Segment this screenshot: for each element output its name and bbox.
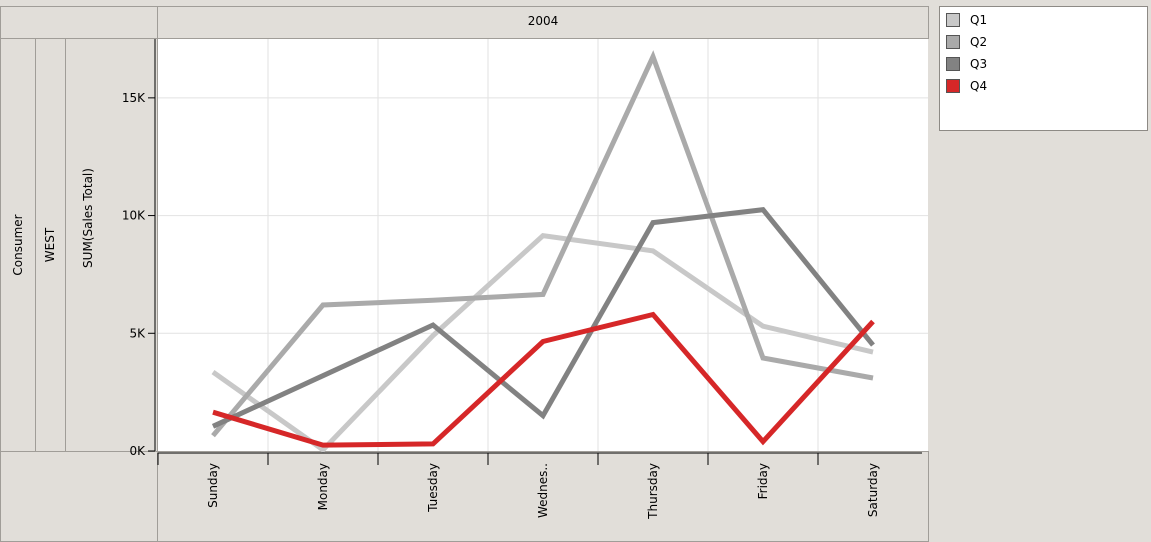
- y-tick-label: 0K: [129, 444, 146, 458]
- column-header-label: 2004: [527, 14, 559, 28]
- x-axis-panel: [157, 451, 929, 542]
- column-header-2004: 2004: [157, 6, 929, 39]
- x-tick-label: Wednes..: [536, 463, 550, 518]
- legend-item-q3[interactable]: Q3: [946, 55, 987, 73]
- x-tick-label: Saturday: [866, 463, 880, 517]
- x-tick-label: Sunday: [206, 463, 220, 508]
- series-line-q4: [212, 311, 875, 448]
- plot-area: [158, 39, 928, 451]
- bottom-left-header-cell: [0, 451, 158, 542]
- y-tick-label: 5K: [129, 326, 146, 340]
- top-left-header-cell: [0, 6, 158, 39]
- legend-label-q1: Q1: [970, 13, 988, 27]
- legend-item-q1[interactable]: Q1: [946, 11, 987, 29]
- series-line-q3: [211, 207, 875, 429]
- legend-label-q3: Q3: [970, 57, 988, 71]
- legend-label-q2: Q2: [970, 35, 988, 49]
- legend-item-q4[interactable]: Q4: [946, 77, 987, 95]
- legend-swatch-q2: [946, 35, 960, 49]
- x-tick-label: Thursday: [646, 463, 660, 520]
- legend-swatch-q1: [946, 13, 960, 27]
- series-line-q2: [211, 50, 874, 438]
- x-tick-label: Tuesday: [426, 463, 440, 513]
- x-tick-label: Monday: [316, 463, 330, 510]
- x-tick-label: Friday: [756, 463, 770, 499]
- legend-swatch-q4: [946, 79, 960, 93]
- y-tick-label: 15K: [122, 91, 146, 105]
- series-line-q1: [211, 232, 874, 454]
- legend-label-q4: Q4: [970, 79, 988, 93]
- legend-item-q2[interactable]: Q2: [946, 33, 987, 51]
- y-tick-label: 10K: [122, 209, 146, 223]
- sales-line-chart: 0K 5K 10K 15K Sunday Monday Tuesday Wednes.. Th…: [122, 39, 928, 520]
- legend-swatch-q3: [946, 57, 960, 71]
- legend: Q1 Q2 Q3 Q4: [939, 6, 1148, 131]
